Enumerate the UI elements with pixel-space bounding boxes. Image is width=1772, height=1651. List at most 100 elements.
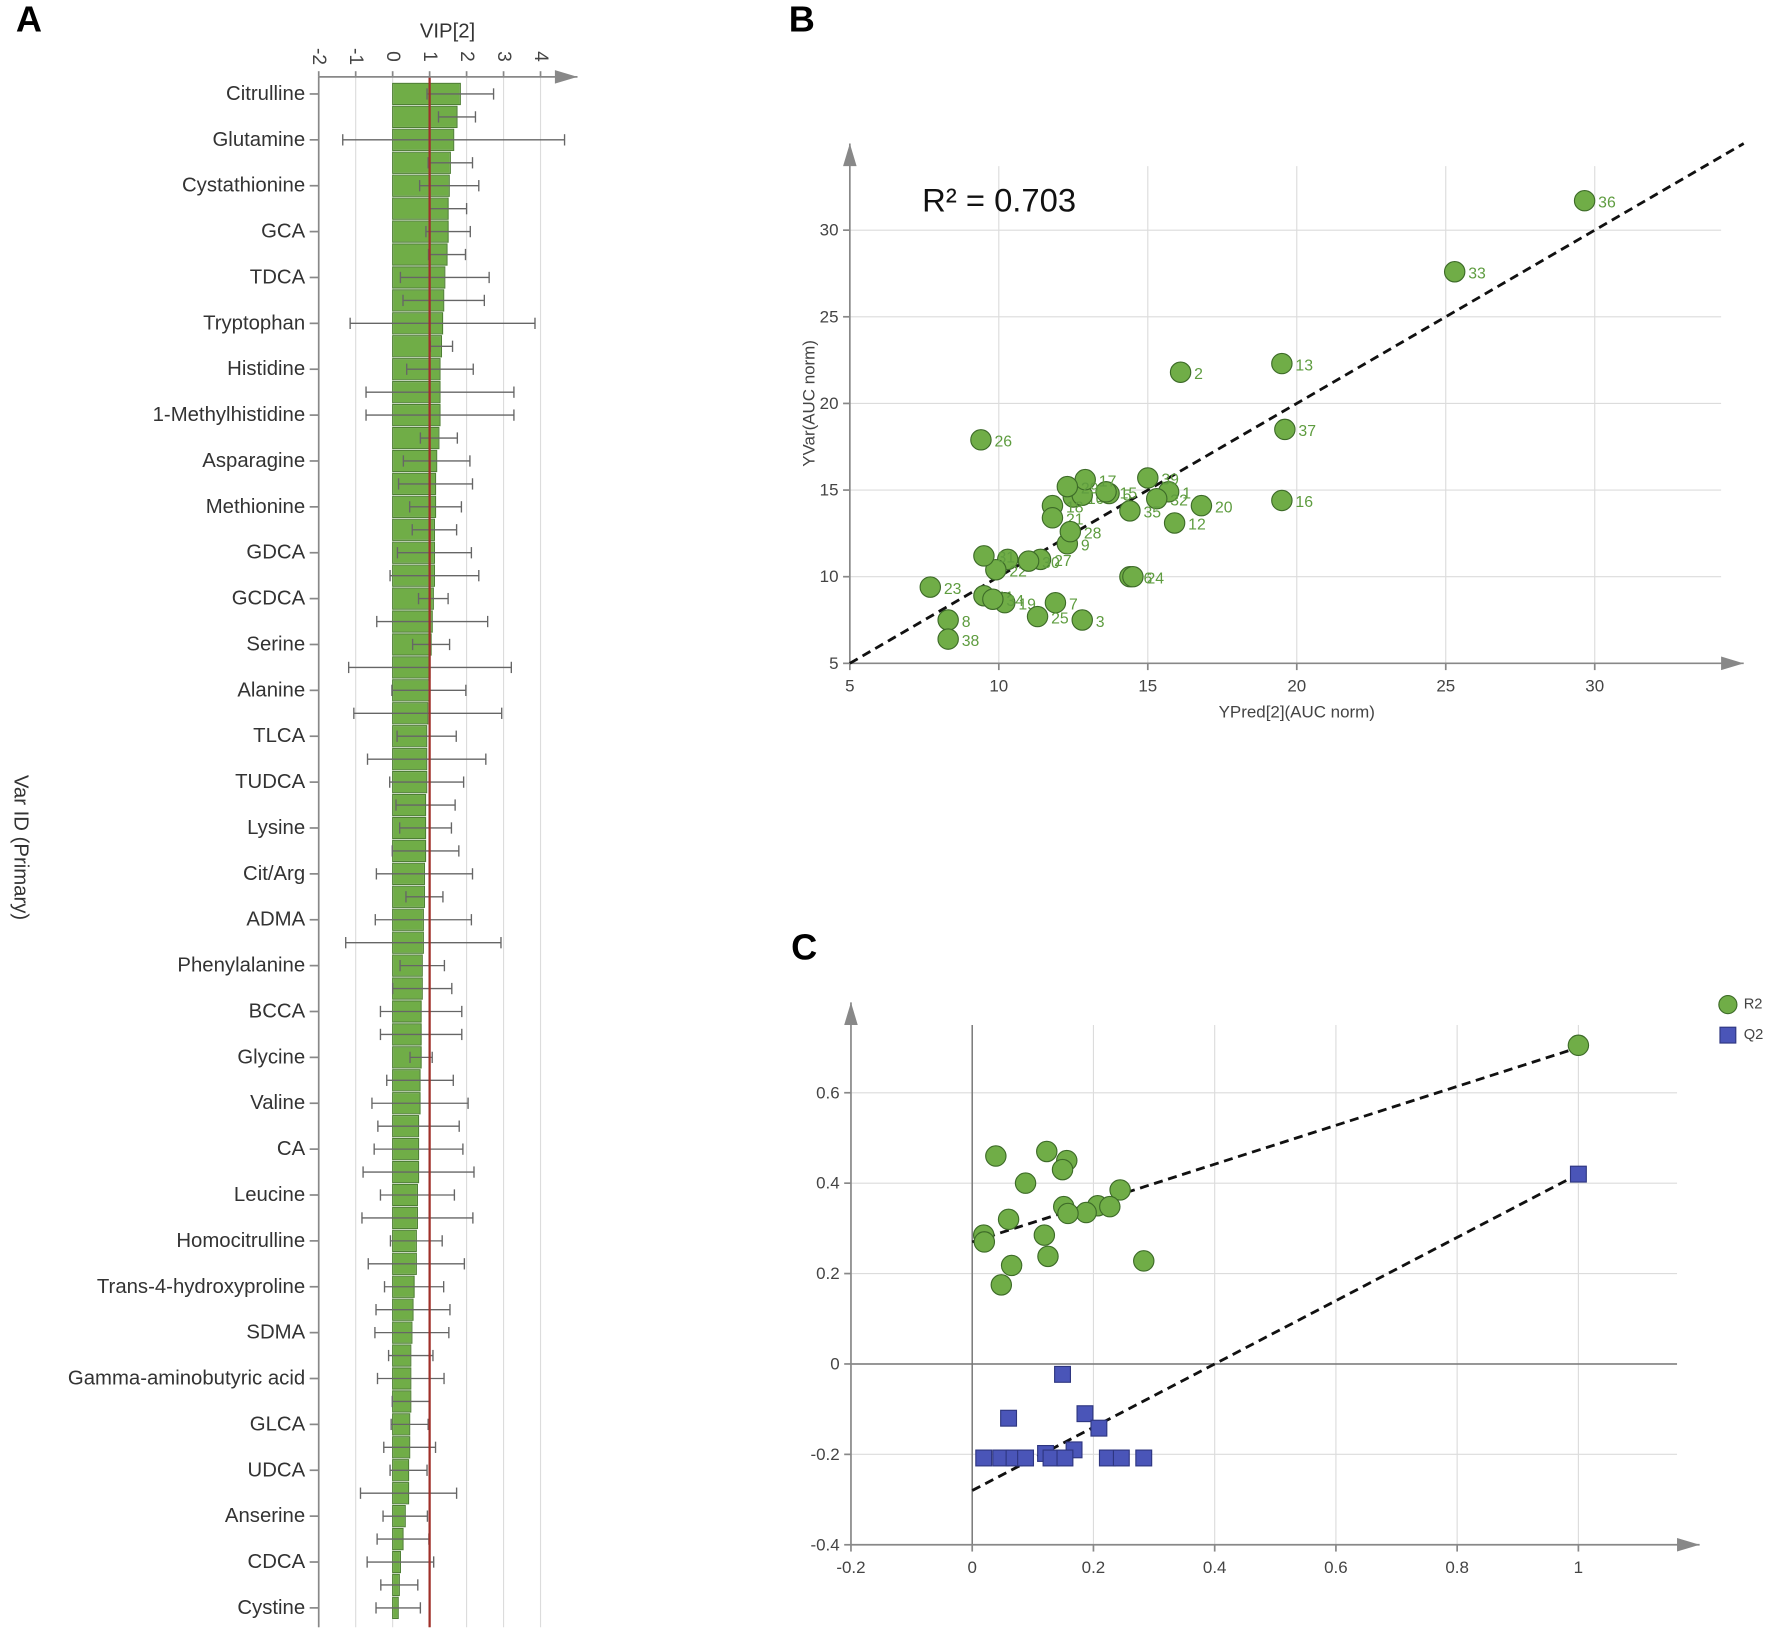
x-axis-label: YPred[2](AUC norm) xyxy=(1219,702,1375,721)
point-label: 35 xyxy=(1143,505,1161,522)
point-label: 25 xyxy=(1051,610,1069,627)
x-tick-label: 0 xyxy=(382,51,403,62)
point xyxy=(1443,261,1466,283)
y-tick-label: Glycine xyxy=(237,1046,305,1068)
point-label: 17 xyxy=(1099,473,1117,490)
y-tick-label: -0.2 xyxy=(810,1445,839,1464)
y-axis-label: YVar(AUC norm) xyxy=(800,340,819,467)
point xyxy=(1054,1365,1072,1383)
x-tick-label: 5 xyxy=(845,676,854,695)
y-tick-label: SDMA xyxy=(246,1322,305,1344)
y-tick-label: 0.4 xyxy=(816,1174,840,1193)
point xyxy=(1017,550,1040,572)
point-label: 32 xyxy=(1170,492,1188,509)
legend-label: R2 xyxy=(1744,997,1763,1013)
y-tick-label: GCDCA xyxy=(232,588,306,610)
y-tick-label: Homocitrulline xyxy=(176,1230,305,1252)
point-label: 23 xyxy=(944,581,962,598)
y-tick-label: Serine xyxy=(246,633,305,655)
y-tick-label: Methionine xyxy=(206,496,305,518)
point xyxy=(1190,494,1213,517)
point xyxy=(1056,475,1079,498)
x-tick-label: 25 xyxy=(1436,676,1455,695)
y-tick-label: Glutamine xyxy=(212,129,305,151)
point xyxy=(973,545,995,567)
x-tick-label: 0.8 xyxy=(1445,1558,1469,1577)
axis-arrow xyxy=(844,1002,858,1025)
point xyxy=(1059,520,1082,543)
point xyxy=(919,576,942,598)
point xyxy=(1119,500,1141,522)
point xyxy=(997,1208,1020,1231)
y-tick-label: TLCA xyxy=(253,725,305,747)
point xyxy=(1051,1158,1074,1181)
panel-letter: B xyxy=(789,0,815,40)
y-tick-label: Phenylalanine xyxy=(177,955,305,977)
y-tick-label: Asparagine xyxy=(202,450,305,472)
y-tick-label: CDCA xyxy=(248,1551,306,1573)
point-label: 2 xyxy=(1194,366,1203,383)
x-tick-label: 0 xyxy=(967,1558,976,1577)
y-tick-label: 0 xyxy=(830,1354,839,1373)
point-label: 24 xyxy=(1146,570,1164,587)
point-label: 5 xyxy=(1123,487,1132,504)
point-label: 34 xyxy=(1006,593,1024,610)
point xyxy=(1057,1202,1079,1225)
legend-marker xyxy=(1719,1026,1737,1044)
y-axis-label: Var ID (Primary) xyxy=(9,775,31,920)
point-label: 28 xyxy=(1084,525,1102,542)
y-tick-label: Valine xyxy=(250,1092,305,1114)
y-tick-label: Leucine xyxy=(234,1184,305,1206)
point xyxy=(1076,1405,1094,1423)
point xyxy=(1169,361,1192,383)
y-tick-label: ADMA xyxy=(246,909,305,931)
point-label: 6 xyxy=(1143,570,1152,587)
axis-arrow xyxy=(1721,656,1744,671)
y-tick-label: CA xyxy=(277,1138,306,1160)
y-tick-label: 25 xyxy=(820,307,839,326)
point-label: 33 xyxy=(1468,265,1486,282)
y-tick-label: 10 xyxy=(820,567,839,586)
y-tick-label: 5 xyxy=(829,654,838,673)
point xyxy=(937,609,959,631)
point-label: 38 xyxy=(962,633,980,650)
point xyxy=(985,1145,1007,1167)
point-label: 30 xyxy=(1042,555,1060,572)
point-label: 1 xyxy=(1182,486,1191,503)
point xyxy=(1271,489,1293,512)
point-label: 26 xyxy=(994,434,1012,451)
point-label: 15 xyxy=(1120,486,1138,503)
point xyxy=(1569,1165,1587,1183)
point xyxy=(985,559,1007,581)
axis-arrow xyxy=(554,70,578,84)
point xyxy=(1000,1254,1023,1277)
point xyxy=(1075,1201,1097,1224)
y-tick-label: 1-Methylhistidine xyxy=(153,404,306,426)
y-tick-label: TDCA xyxy=(250,266,306,288)
point xyxy=(970,429,992,451)
point-label: 31 xyxy=(997,550,1015,567)
point xyxy=(1037,1245,1059,1268)
point xyxy=(1014,1172,1037,1194)
x-tick-label: 0.2 xyxy=(1082,1558,1106,1577)
x-tick-label: 1 xyxy=(419,51,440,62)
legend-marker xyxy=(1718,995,1738,1015)
point xyxy=(1056,1449,1074,1467)
x-tick-label: 1 xyxy=(1574,1558,1583,1577)
y-tick-label: 0.2 xyxy=(816,1264,840,1283)
x-tick-label: 15 xyxy=(1138,676,1157,695)
point xyxy=(1137,467,1159,489)
fit-line xyxy=(971,1172,1580,1492)
panel-letter: A xyxy=(16,0,42,40)
point-label: 20 xyxy=(1215,499,1233,516)
point-label: 27 xyxy=(1054,553,1072,570)
x-tick-label: -0.2 xyxy=(836,1558,865,1577)
point-label: 9 xyxy=(1081,538,1090,555)
point xyxy=(1090,1419,1108,1437)
y-tick-label: Cit/Arg xyxy=(243,863,305,885)
y-tick-label: TUDCA xyxy=(235,771,305,793)
point xyxy=(1109,1179,1131,1201)
point xyxy=(1099,1195,1121,1218)
point xyxy=(1044,591,1067,614)
